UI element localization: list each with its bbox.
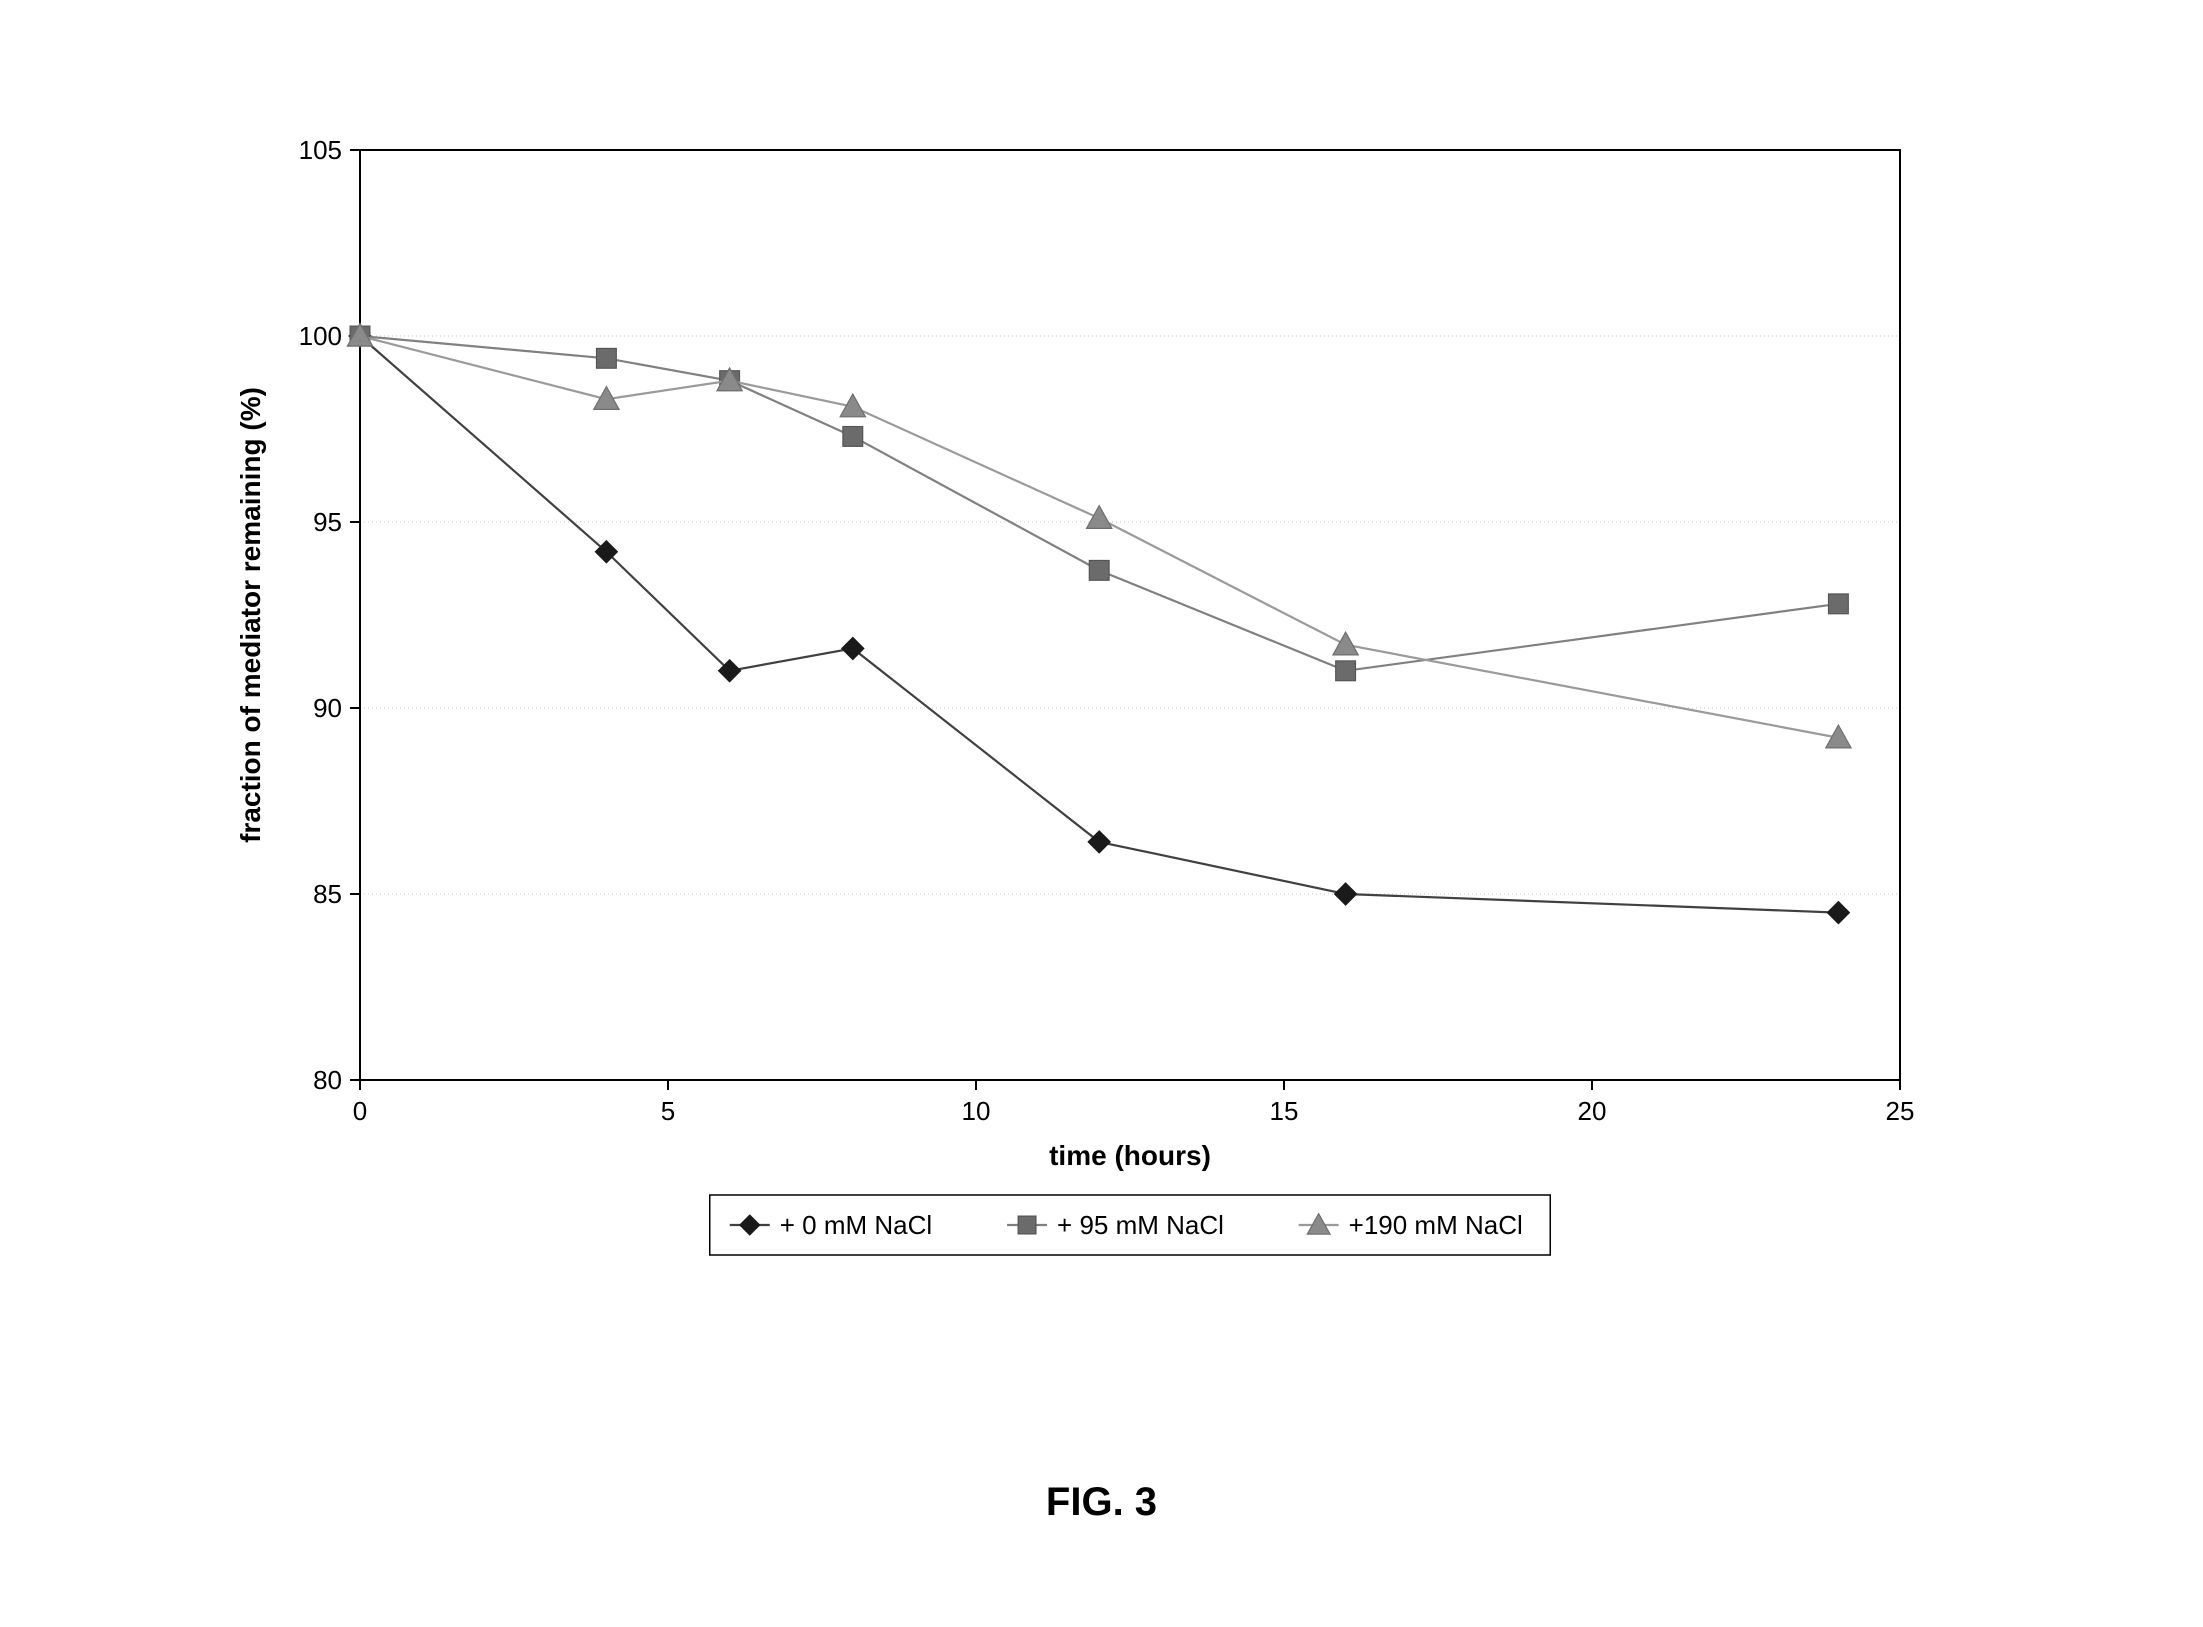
svg-text:90: 90 <box>313 693 342 723</box>
svg-text:+190 mM NaCl: +190 mM NaCl <box>1349 1210 1523 1240</box>
chart-svg: 80 85 90 95 100 105 0 5 10 15 20 25 time (hours) frac… <box>200 120 1960 1320</box>
svg-text:0: 0 <box>353 1096 367 1126</box>
svg-text:100: 100 <box>299 321 342 351</box>
svg-text:+ 0 mM NaCl: + 0 mM NaCl <box>780 1210 932 1240</box>
svg-text:105: 105 <box>299 135 342 165</box>
svg-text:25: 25 <box>1886 1096 1915 1126</box>
svg-text:80: 80 <box>313 1065 342 1095</box>
svg-text:15: 15 <box>1270 1096 1299 1126</box>
svg-text:fraction of mediator remaining: fraction of mediator remaining (%) <box>235 387 266 843</box>
svg-text:85: 85 <box>313 879 342 909</box>
svg-text:10: 10 <box>962 1096 991 1126</box>
svg-text:5: 5 <box>661 1096 675 1126</box>
figure-caption: FIG. 3 <box>0 1480 2203 1525</box>
svg-text:+ 95 mM NaCl: + 95 mM NaCl <box>1057 1210 1224 1240</box>
svg-text:20: 20 <box>1578 1096 1607 1126</box>
chart-container: 80 85 90 95 100 105 0 5 10 15 20 25 time (hours) frac… <box>200 120 1960 1320</box>
svg-text:95: 95 <box>313 507 342 537</box>
svg-text:time (hours): time (hours) <box>1049 1140 1211 1171</box>
